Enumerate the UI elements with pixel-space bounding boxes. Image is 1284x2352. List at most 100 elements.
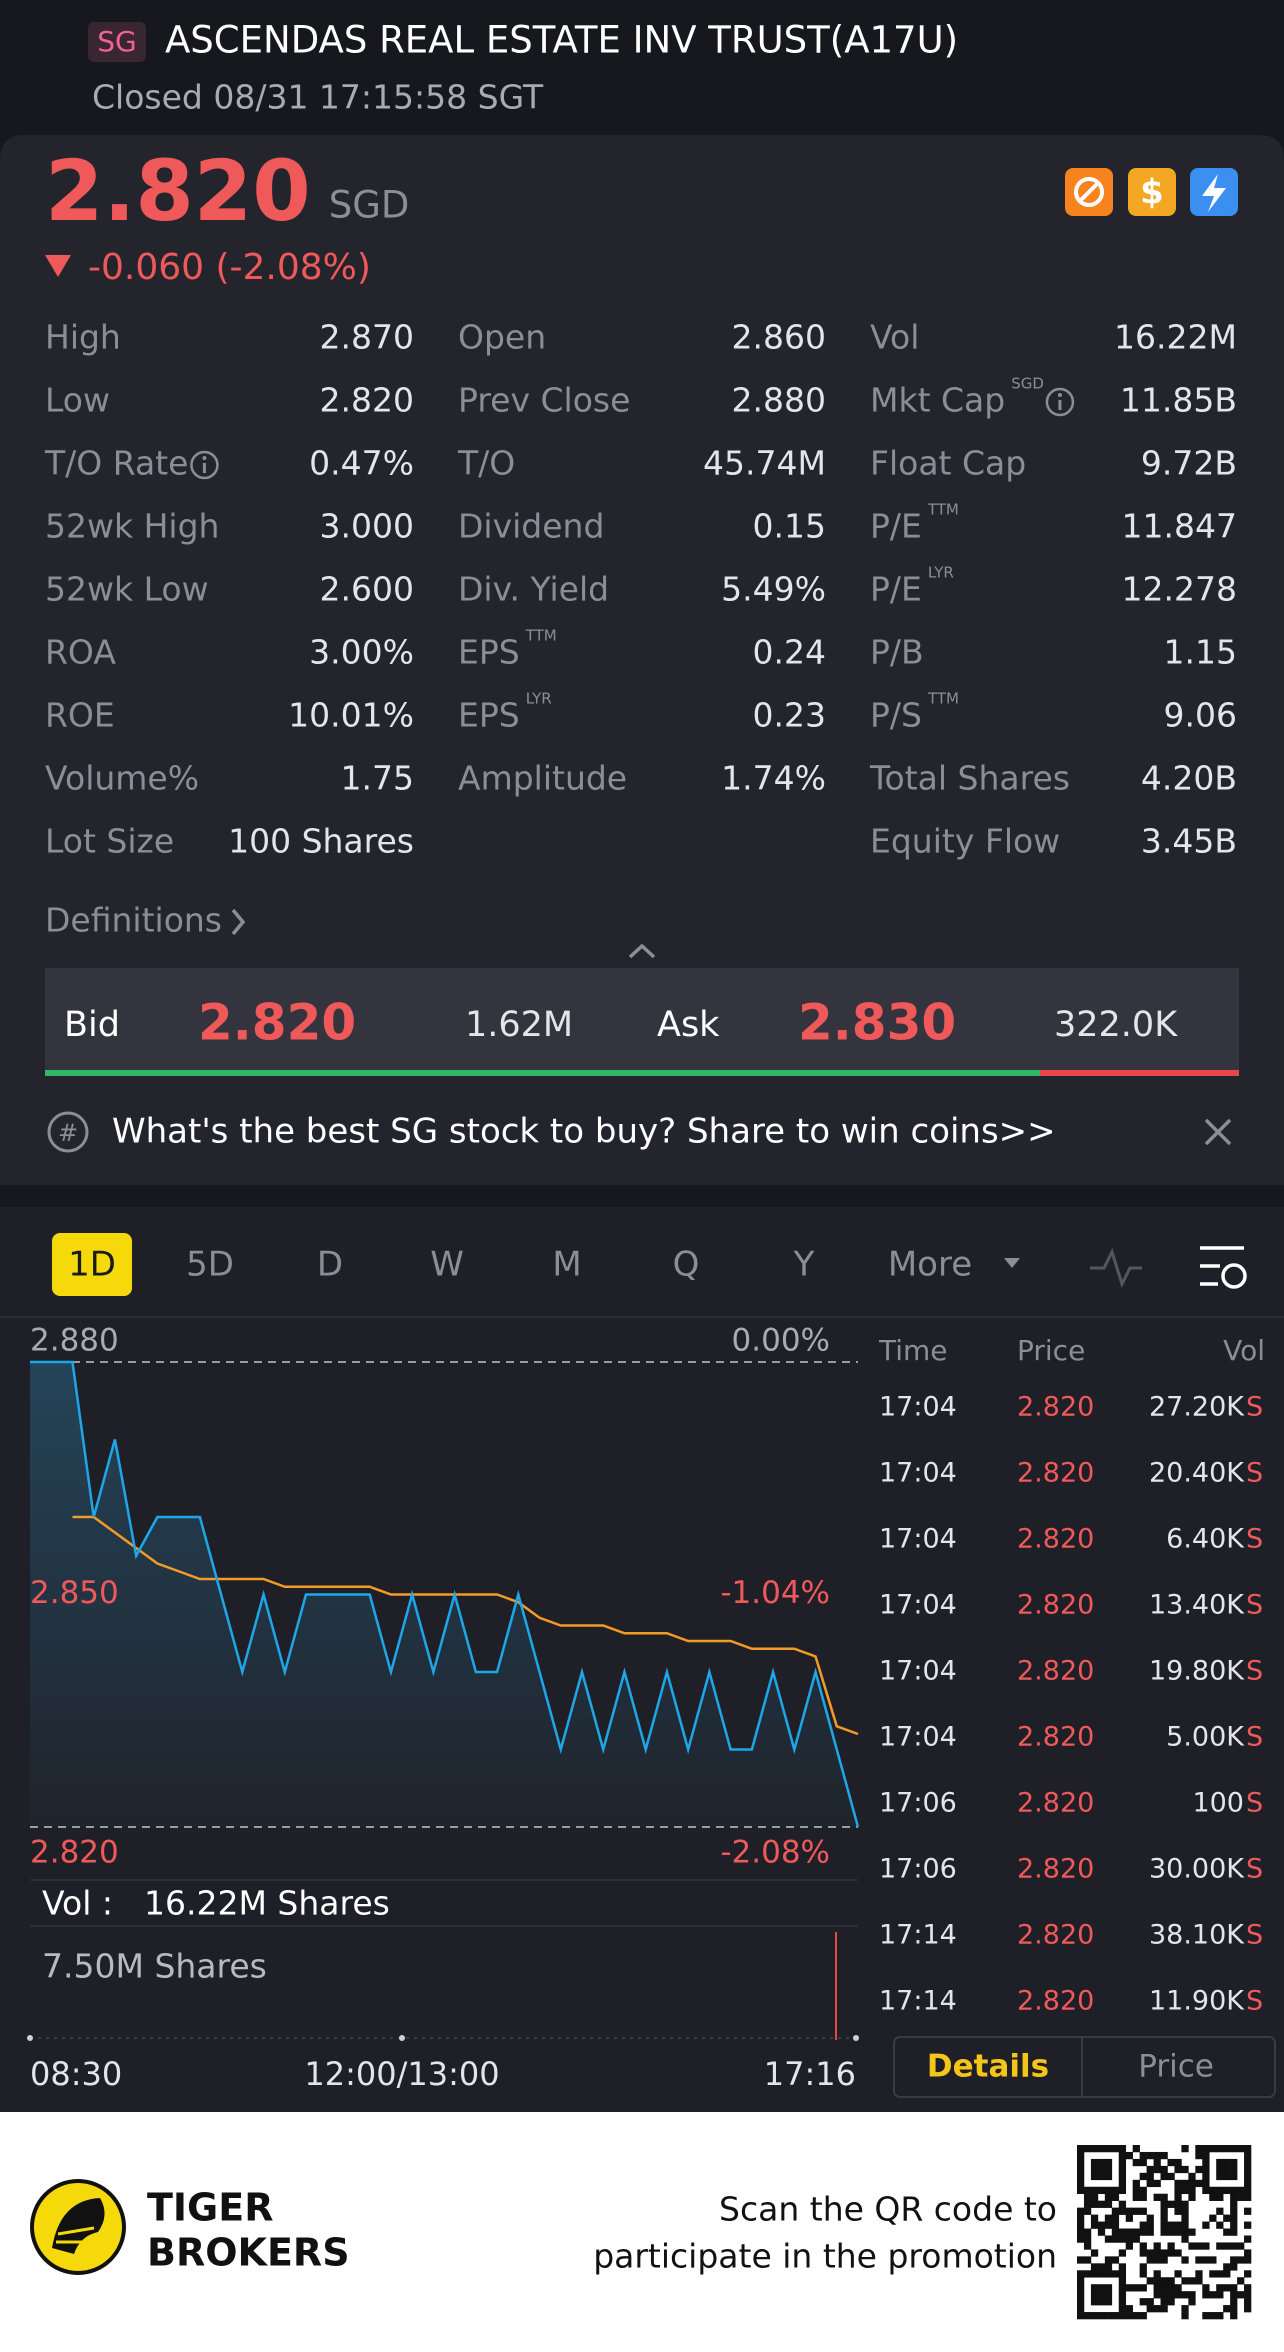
collapse-chevron[interactable] bbox=[628, 943, 656, 959]
qr-module bbox=[1188, 2298, 1196, 2306]
qr-module bbox=[1230, 2228, 1238, 2236]
qr-module bbox=[1174, 2193, 1182, 2201]
ask-volume: 322.0K bbox=[1054, 1005, 1178, 1045]
qr-module bbox=[1083, 2207, 1092, 2215]
qr-module bbox=[1167, 2228, 1175, 2236]
qr-module bbox=[1118, 2312, 1127, 2320]
y2-tick-label: 0.00% bbox=[732, 1323, 830, 1359]
period-tab[interactable]: W bbox=[430, 1245, 464, 1285]
period-tab[interactable]: Y bbox=[793, 1245, 815, 1285]
qr-module bbox=[1111, 2207, 1120, 2215]
qr-module bbox=[1195, 2179, 1203, 2188]
qr-module bbox=[1223, 2145, 1231, 2153]
close-button[interactable] bbox=[1204, 1118, 1232, 1146]
qr-module bbox=[1104, 2312, 1113, 2320]
feature-icon[interactable] bbox=[1128, 168, 1176, 216]
qr-module bbox=[1160, 2249, 1168, 2257]
promo-banner[interactable]: What's the best SG stock to buy? Share t… bbox=[112, 1112, 1056, 1152]
stat-label: Low bbox=[45, 381, 110, 420]
qr-module bbox=[1223, 2242, 1231, 2250]
stat-value: 9.06 bbox=[1164, 696, 1237, 735]
trade-time: 17:04 bbox=[879, 1656, 957, 1687]
settings-icon[interactable] bbox=[1200, 1246, 1244, 1286]
stat-label: 52wk Low bbox=[45, 570, 209, 609]
qr-module bbox=[1202, 2158, 1210, 2167]
qr-module bbox=[1202, 2242, 1210, 2250]
qr-module bbox=[1153, 2291, 1161, 2299]
qr-module bbox=[1202, 2172, 1210, 2181]
average-line bbox=[72, 1515, 859, 1736]
info-icon[interactable] bbox=[1045, 387, 1075, 417]
definitions-link[interactable]: Definitions bbox=[45, 901, 222, 940]
market-status: Closed 08/31 17:15:58 SGT bbox=[92, 78, 544, 117]
qr-module bbox=[1146, 2179, 1154, 2188]
qr-module bbox=[1174, 2165, 1182, 2174]
qr-module bbox=[1167, 2284, 1175, 2292]
qr-module bbox=[1209, 2312, 1217, 2320]
qr-module bbox=[1111, 2186, 1120, 2195]
indicator-icon[interactable] bbox=[1090, 1248, 1142, 1288]
trade-volume: 5.00K bbox=[1166, 1722, 1245, 1753]
qr-module bbox=[1139, 2249, 1147, 2257]
qr-module bbox=[1181, 2312, 1189, 2320]
period-tab[interactable]: 5D bbox=[186, 1245, 234, 1285]
qr-module bbox=[1153, 2249, 1161, 2257]
qr-module bbox=[1097, 2284, 1106, 2292]
trade-volume: 100 bbox=[1192, 1788, 1244, 1819]
y-tick-label: 2.820 bbox=[30, 1835, 119, 1871]
qr-module bbox=[1077, 2256, 1085, 2264]
trade-side: S bbox=[1246, 1458, 1263, 1489]
qr-module bbox=[1202, 2256, 1210, 2264]
stat-value: 4.20B bbox=[1141, 759, 1237, 798]
trade-price: 2.820 bbox=[1017, 1392, 1094, 1423]
icon-glyph bbox=[1078, 181, 1100, 203]
qr-module bbox=[1153, 2179, 1161, 2188]
qr-module bbox=[1209, 2193, 1217, 2201]
hashtag-icon bbox=[47, 1111, 89, 1153]
qr-module bbox=[1202, 2221, 1210, 2229]
dropdown-arrow bbox=[1004, 1258, 1020, 1268]
qr-module bbox=[1160, 2165, 1168, 2174]
qr-module bbox=[1077, 2228, 1085, 2236]
stat-label: Lot Size bbox=[45, 822, 174, 861]
volume-total: 16.22M Shares bbox=[144, 1884, 390, 1923]
qr-module bbox=[1118, 2158, 1127, 2167]
x-tick-label: 12:00/13:00 bbox=[304, 2055, 499, 2093]
axis-dot bbox=[399, 2035, 405, 2041]
qr-module bbox=[1132, 2158, 1140, 2167]
qr-module bbox=[1160, 2172, 1168, 2181]
period-tab[interactable]: 1D bbox=[68, 1245, 116, 1285]
qr-module bbox=[1132, 2312, 1140, 2320]
qr-module bbox=[1090, 2263, 1099, 2271]
qr-module bbox=[1132, 2235, 1140, 2243]
stat-superscript: TTM bbox=[927, 501, 959, 519]
qr-module bbox=[1139, 2228, 1147, 2236]
qr-module bbox=[1118, 2284, 1127, 2292]
qr-module bbox=[1077, 2277, 1085, 2285]
qr-module bbox=[1188, 2172, 1196, 2181]
stat-label: Div. Yield bbox=[458, 570, 609, 609]
qr-module bbox=[1202, 2165, 1210, 2174]
period-tab[interactable]: More bbox=[888, 1245, 972, 1285]
period-tab[interactable]: M bbox=[552, 1245, 581, 1285]
market-badge: SG bbox=[97, 25, 136, 58]
qr-module bbox=[1230, 2172, 1238, 2181]
qr-module bbox=[1118, 2186, 1127, 2195]
qr-module bbox=[1083, 2193, 1092, 2201]
stat-value: 100 Shares bbox=[228, 822, 414, 861]
qr-module bbox=[1160, 2207, 1168, 2215]
stat-label: P/S bbox=[870, 696, 922, 735]
footer bbox=[0, 2112, 1284, 2352]
info-icon[interactable] bbox=[190, 450, 219, 480]
period-tab[interactable]: Q bbox=[673, 1245, 700, 1285]
qr-module bbox=[1090, 2193, 1099, 2201]
qr-module bbox=[1132, 2193, 1140, 2201]
stat-label: Total Shares bbox=[869, 759, 1070, 798]
trade-price: 2.820 bbox=[1017, 1788, 1094, 1819]
currency: SGD bbox=[329, 184, 410, 227]
detail-tab[interactable]: Details bbox=[927, 2049, 1049, 2085]
period-tab[interactable]: D bbox=[317, 1245, 343, 1285]
trade-side: S bbox=[1246, 1590, 1263, 1621]
trade-volume: 20.40K bbox=[1149, 1458, 1245, 1489]
detail-tab[interactable]: Price bbox=[1138, 2049, 1214, 2085]
